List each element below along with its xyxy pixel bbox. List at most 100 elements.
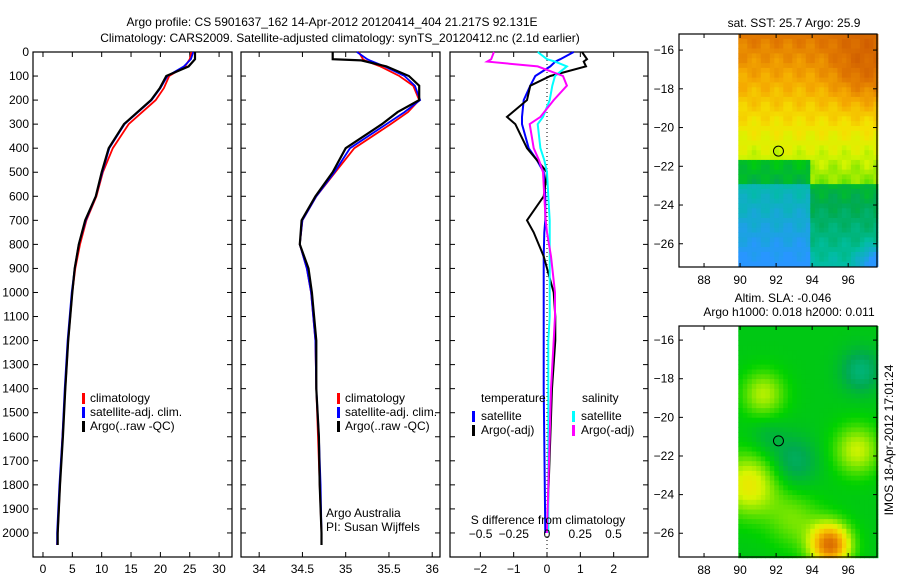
map-cell (823, 330, 829, 337)
map-cell (738, 379, 744, 385)
map-cell (792, 106, 798, 112)
map-cell (778, 412, 784, 419)
map-cell (868, 140, 874, 146)
map-cell (769, 456, 775, 462)
map-cell (859, 528, 865, 535)
map-cell (868, 242, 874, 248)
map-cell (814, 490, 820, 496)
map-cell (810, 451, 816, 457)
map-cell (792, 251, 798, 258)
map-cell (859, 388, 865, 395)
map-cell (810, 208, 816, 214)
map-cell (738, 509, 744, 515)
map-cell (859, 446, 865, 452)
map-cell (868, 256, 874, 262)
map-cell (841, 335, 847, 341)
map-cell (760, 383, 766, 390)
map-cell (765, 193, 771, 200)
map-cell (841, 140, 847, 146)
map-cell (792, 427, 798, 433)
map-cell (796, 345, 802, 351)
map-cell (823, 237, 829, 243)
map-cell (814, 130, 820, 137)
map-cell (859, 247, 865, 253)
map-cell (747, 222, 753, 229)
y-tick-label: 0 (22, 45, 29, 59)
map-cell (814, 461, 820, 467)
map-cell (774, 72, 780, 78)
map-cell (846, 106, 852, 112)
map-cell (751, 63, 757, 69)
map-cell (868, 92, 874, 98)
map-cell (751, 96, 757, 103)
map-cell (756, 533, 762, 539)
map-cell (801, 63, 807, 69)
map-cell (846, 242, 852, 248)
map-cell (819, 383, 825, 390)
x-tick-label: 35 (339, 562, 353, 576)
map-cell (792, 383, 798, 390)
y-tick-label: −22 (654, 159, 675, 173)
map-cell (868, 174, 874, 180)
map-cell (765, 145, 771, 151)
map-cell (841, 359, 847, 366)
map-cell (805, 38, 811, 45)
map-cell (814, 111, 820, 117)
map-cell (832, 451, 838, 457)
map-cell (778, 77, 784, 83)
map-cell (828, 208, 834, 214)
map-cell (742, 208, 748, 214)
map-cell (810, 412, 816, 419)
map-cell (864, 499, 870, 506)
map-cell (810, 393, 816, 399)
map-cell (751, 58, 757, 64)
x-tick-label: 88 (697, 563, 711, 577)
map-cell (778, 232, 784, 238)
map-cell (760, 72, 766, 78)
map-cell (837, 412, 843, 419)
map-cell (751, 227, 757, 233)
map-cell (774, 374, 780, 380)
map-cell (801, 77, 807, 83)
map-cell (747, 369, 753, 375)
map-cell (850, 374, 856, 380)
map-cell (805, 543, 811, 549)
map-cell (868, 533, 874, 539)
map-cell (841, 451, 847, 457)
map-cell (760, 38, 766, 45)
x-tick-label: 94 (805, 563, 819, 577)
map-cell (850, 359, 856, 366)
map-cell (837, 504, 843, 510)
map-cell (756, 393, 762, 399)
map-cell (805, 528, 811, 535)
map-cell (828, 417, 834, 423)
map-cell (769, 519, 775, 525)
map-cell (801, 359, 807, 366)
map-cell (765, 470, 771, 477)
map-cell (738, 63, 744, 69)
map-cell (796, 330, 802, 337)
map-cell (738, 441, 744, 448)
map-cell (873, 427, 879, 433)
map-cell (841, 150, 847, 156)
map-cell (841, 330, 847, 337)
map-cell (801, 408, 807, 414)
map-cell (846, 422, 852, 428)
map-cell (810, 101, 816, 108)
map-cell (837, 359, 843, 366)
map-cell (769, 34, 775, 40)
map-cell (801, 514, 807, 520)
map-cell (841, 251, 847, 258)
map-cell (765, 53, 771, 59)
x-tick-label: 94 (805, 273, 819, 287)
map-cell (868, 72, 874, 78)
map-cell (765, 533, 771, 539)
map-cell (787, 543, 793, 549)
map-cell (814, 412, 820, 419)
map-cell (769, 208, 775, 214)
map-cell (751, 77, 757, 83)
map-cell (832, 213, 838, 219)
map-cell (760, 427, 766, 433)
map-cell (837, 237, 843, 243)
map-cell (841, 437, 847, 443)
